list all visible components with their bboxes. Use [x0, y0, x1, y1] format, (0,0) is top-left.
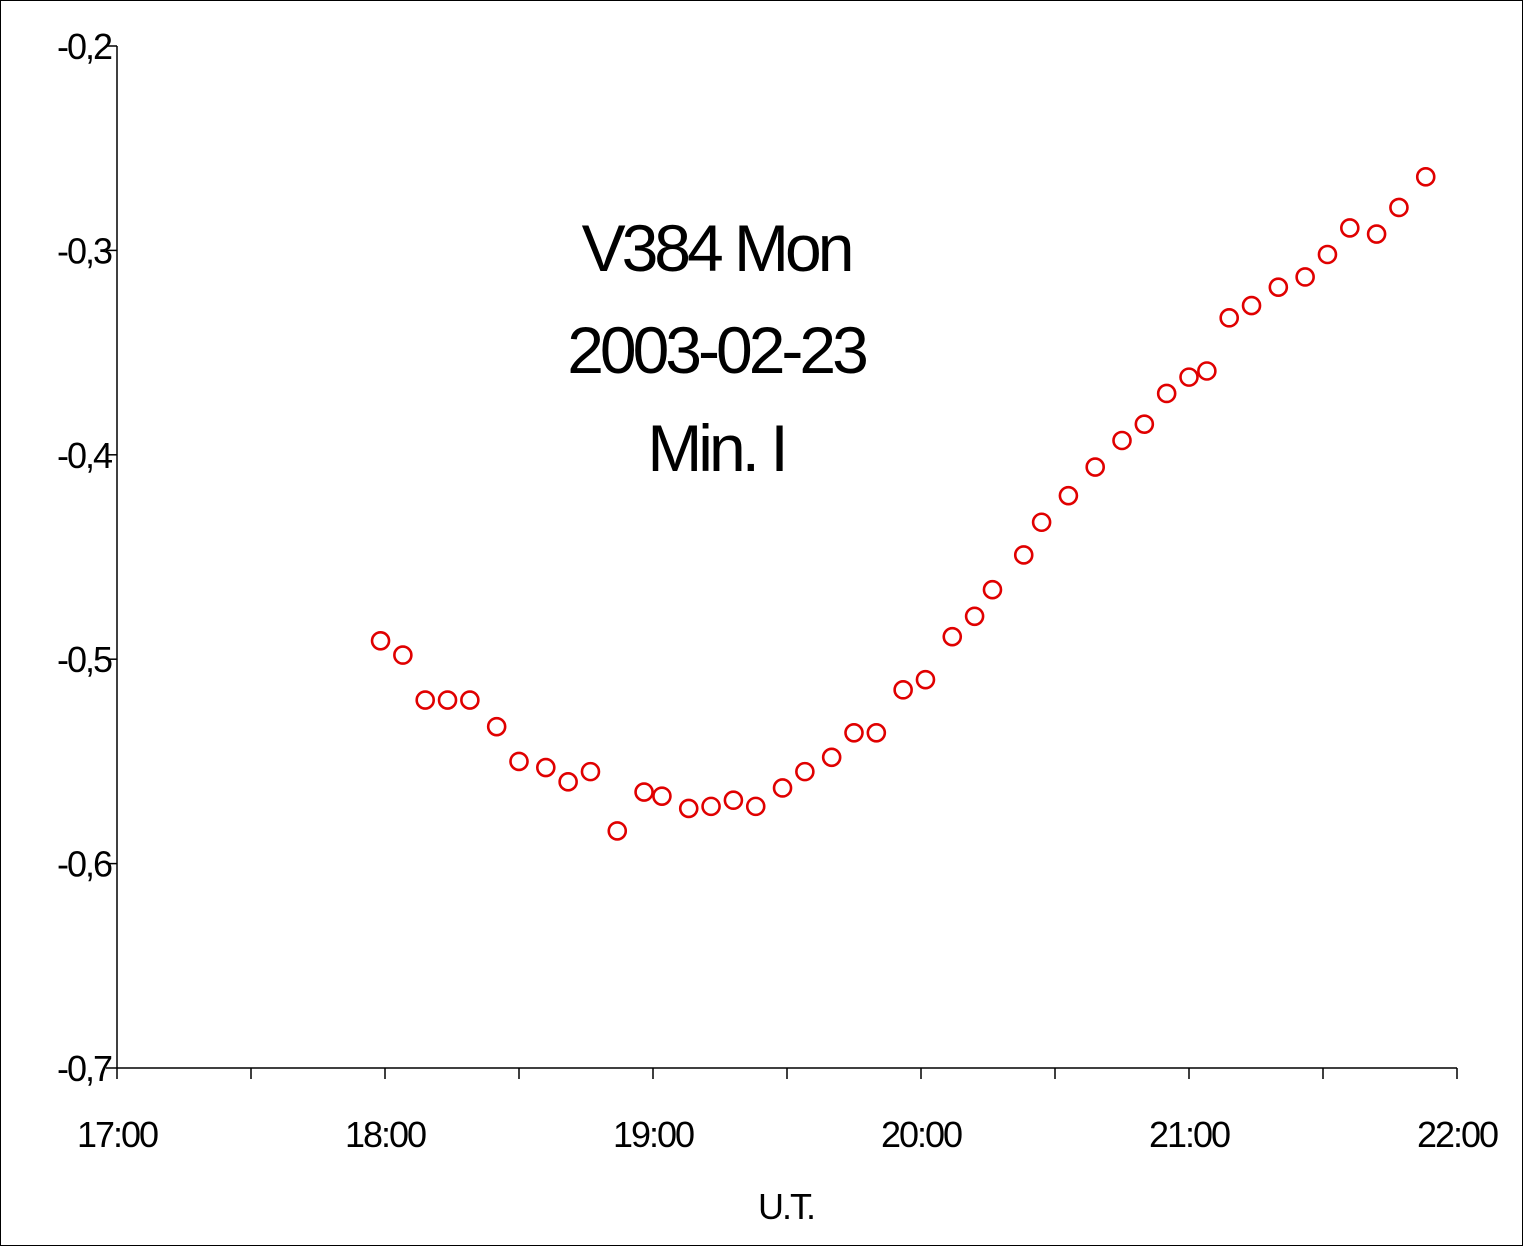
x-tick-label: 19:00 — [613, 1114, 694, 1155]
data-point — [1031, 512, 1052, 533]
data-point — [821, 747, 842, 768]
data-point — [1013, 545, 1034, 565]
data-point — [723, 790, 744, 811]
data-point — [1241, 295, 1262, 316]
title-line-1: V384 Mon — [582, 211, 851, 285]
y-axis-ticks: -0,2 -0,3 -0,4 -0,5 -0,6 -0,7 — [57, 26, 117, 1089]
data-point — [370, 631, 391, 651]
data-point — [1415, 167, 1436, 187]
data-point — [772, 778, 793, 798]
data-point — [437, 690, 458, 710]
y-tick-label: -0,7 — [57, 1048, 112, 1089]
data-point — [535, 757, 556, 778]
data-point — [558, 772, 578, 792]
data-point — [1340, 218, 1360, 238]
x-tick-label: 22:00 — [1417, 1114, 1498, 1155]
data-point — [1085, 457, 1105, 477]
data-point — [701, 796, 721, 817]
data-point — [1366, 224, 1387, 244]
data-point — [393, 645, 413, 665]
data-point — [460, 690, 480, 710]
data-point — [1134, 414, 1155, 434]
y-tick-label: -0,3 — [57, 230, 112, 271]
data-point — [1268, 277, 1289, 297]
chart-title: V384 Mon 2003-02-23 Min. I — [567, 211, 870, 485]
x-axis-label: U.T. — [758, 1186, 814, 1227]
data-point — [1197, 361, 1217, 381]
data-point — [580, 761, 601, 782]
data-point — [893, 680, 913, 700]
data-point — [1112, 430, 1132, 451]
data-point — [607, 821, 628, 841]
data-point — [415, 690, 436, 710]
data-point — [1295, 267, 1315, 287]
x-tick-label: 17:00 — [77, 1114, 158, 1155]
data-point — [844, 722, 864, 743]
x-tick-label: 21:00 — [1149, 1114, 1230, 1155]
data-point — [486, 716, 507, 737]
data-points — [370, 167, 1436, 841]
data-point — [1179, 367, 1199, 387]
data-point — [1058, 485, 1079, 506]
y-tick-label: -0,4 — [57, 435, 112, 476]
data-point — [942, 626, 963, 647]
title-line-3: Min. I — [647, 411, 784, 485]
data-point — [1156, 383, 1177, 404]
data-point — [964, 606, 985, 627]
data-point — [1219, 308, 1239, 328]
y-tick-label: -0,5 — [57, 639, 112, 680]
data-point — [982, 579, 1003, 600]
data-point — [678, 798, 699, 819]
y-tick-label: -0,2 — [57, 26, 112, 67]
data-point — [795, 761, 815, 782]
x-axis-ticks: 17:00 18:00 19:00 20:00 21:00 22:00 — [77, 1068, 1500, 1155]
data-point — [509, 751, 529, 772]
data-point — [634, 782, 654, 802]
x-tick-label: 20:00 — [881, 1114, 962, 1155]
data-point — [915, 669, 936, 690]
y-tick-label: -0,6 — [57, 844, 112, 885]
data-point — [745, 796, 766, 817]
data-point — [652, 786, 672, 806]
data-point — [866, 722, 887, 743]
axes — [116, 46, 1457, 1069]
data-point — [1317, 244, 1338, 265]
title-line-2: 2003-02-23 — [567, 313, 866, 387]
x-tick-label: 18:00 — [345, 1114, 426, 1155]
data-point — [1389, 197, 1409, 218]
